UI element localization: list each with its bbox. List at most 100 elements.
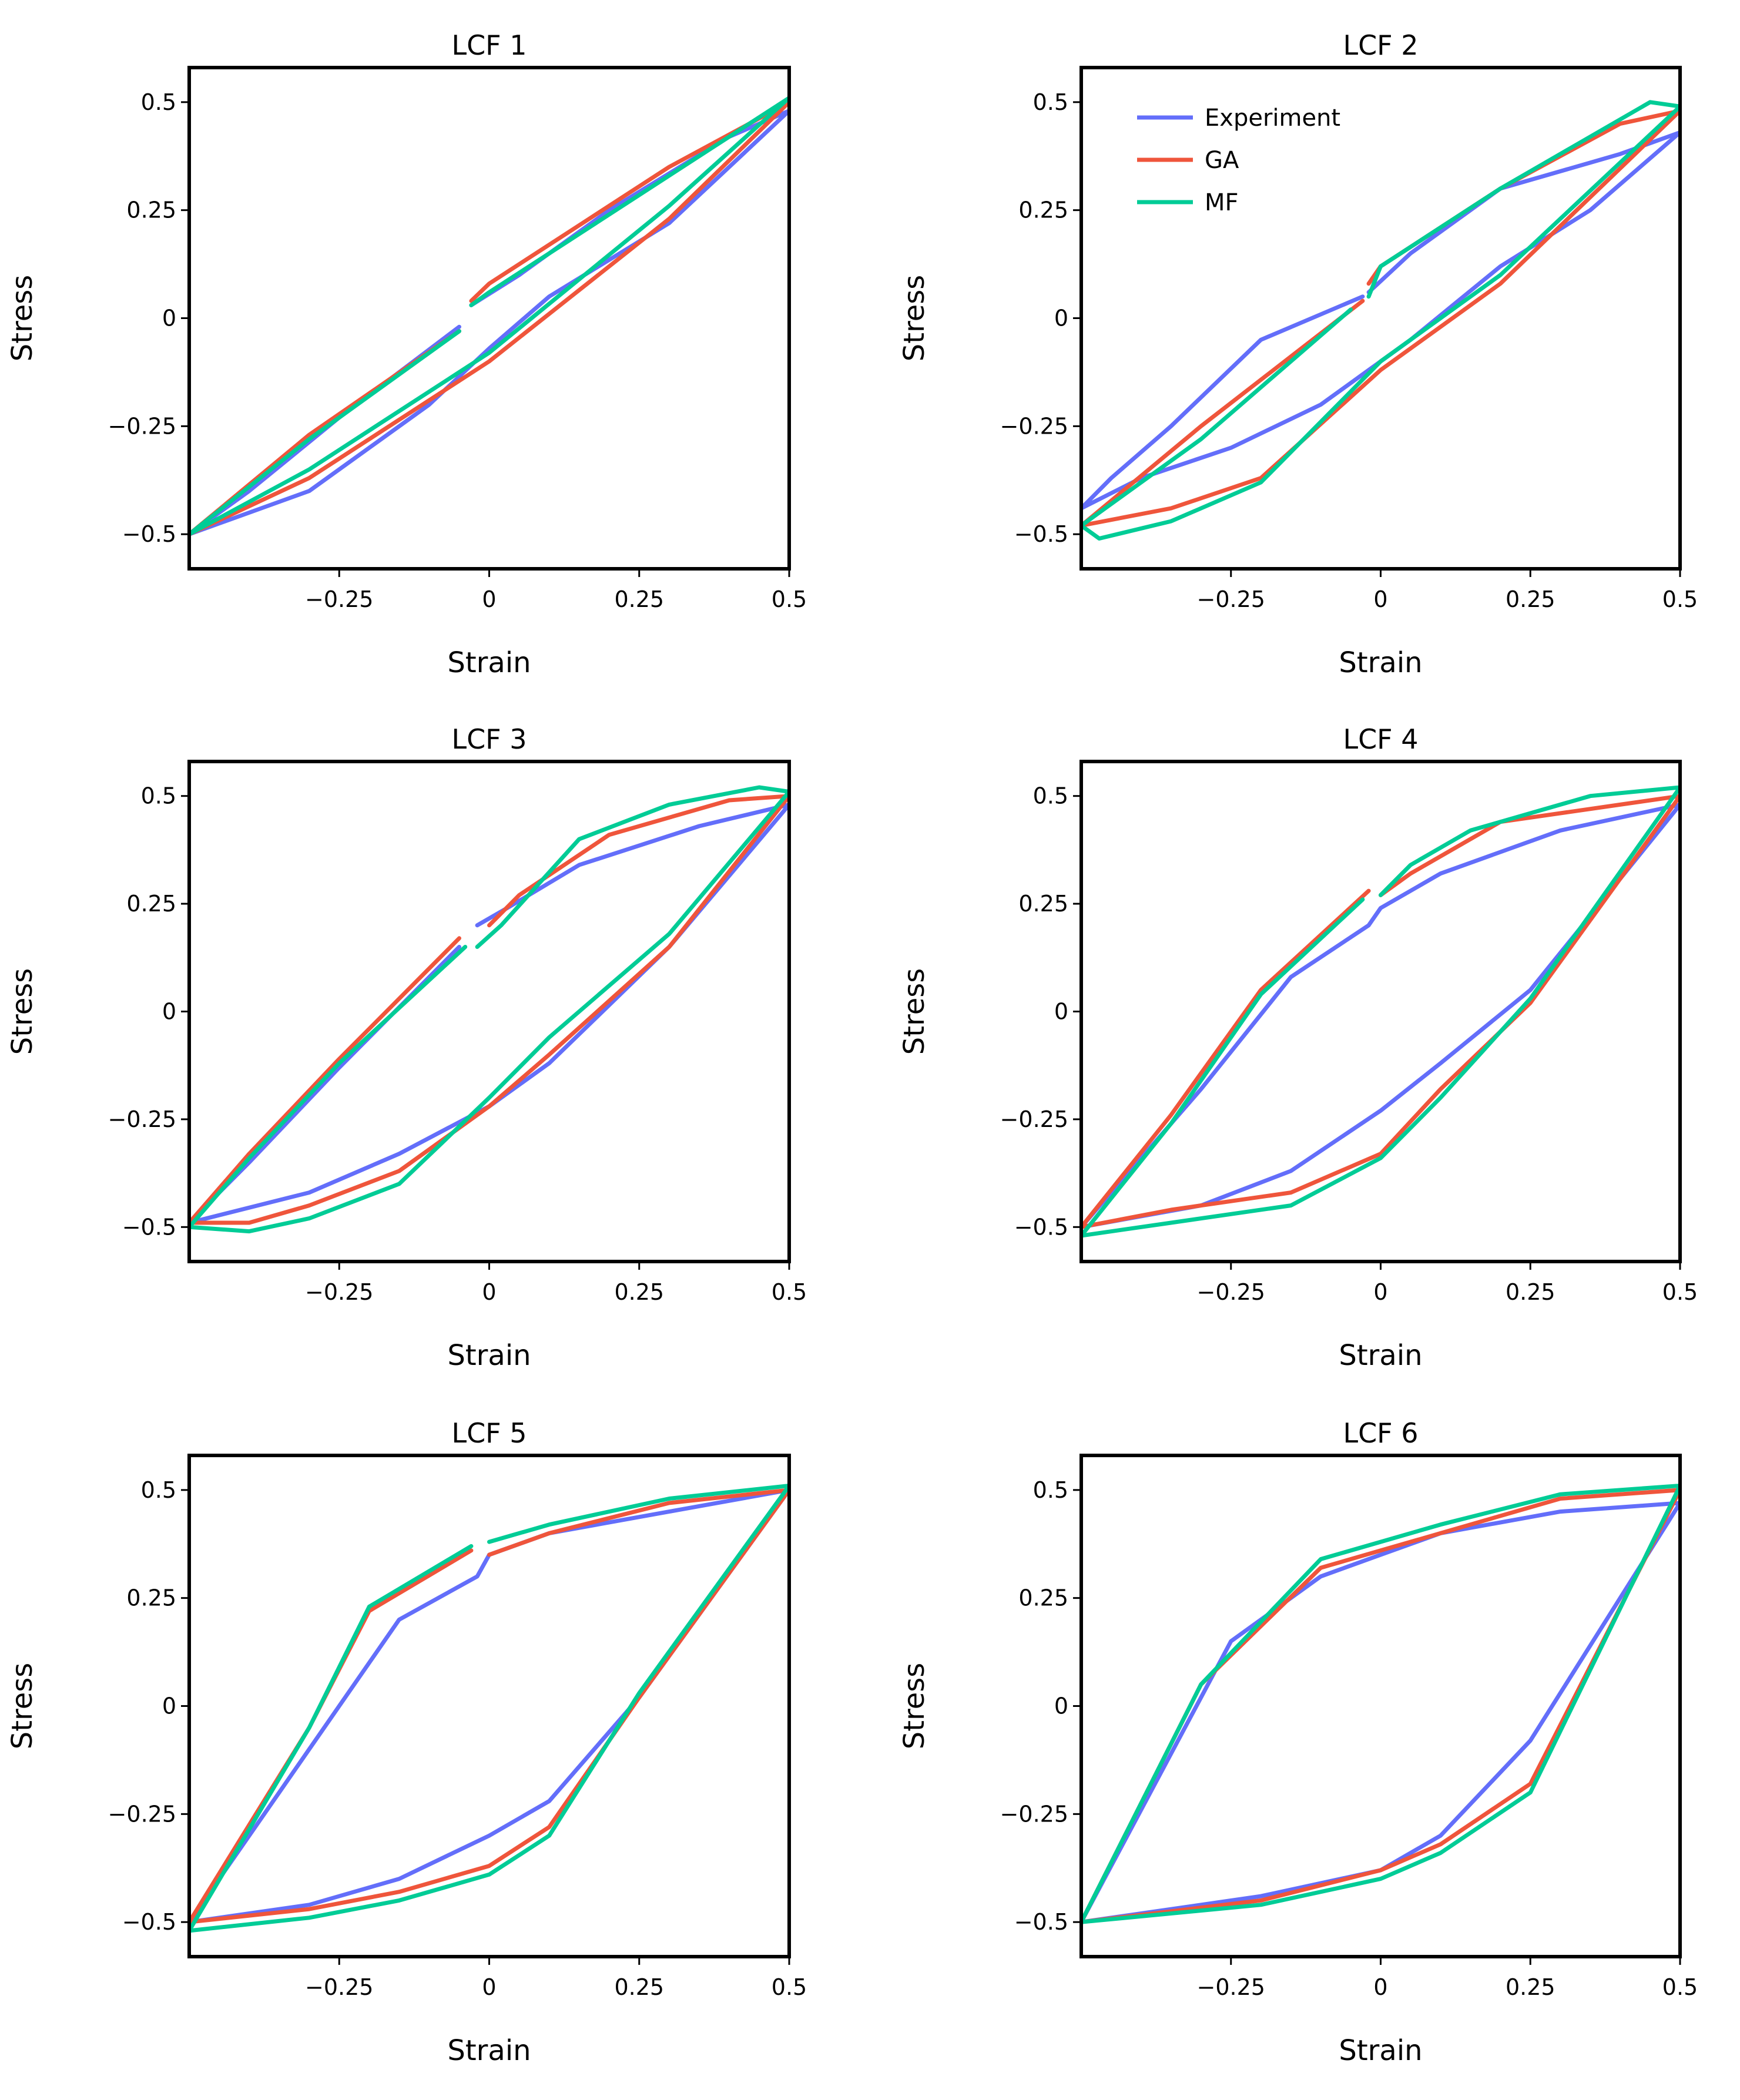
x-tick-label: 0.25	[1506, 1974, 1555, 2000]
x-axis-title: Strain	[447, 1339, 531, 1372]
y-tick-label: −0.5	[122, 1909, 176, 1935]
plot-frame	[1079, 760, 1682, 1263]
panel-title: LCF 6	[1343, 1417, 1418, 1449]
y-tick-label: 0.25	[1018, 891, 1068, 917]
y-tick-label: 0	[1054, 1693, 1068, 1719]
plot-frame	[1079, 1454, 1682, 1958]
panel-lcf-3: −0.25 0 0.25 0.5 0.5 0.25 0 −0.25 −0.5 LCF 3 Strai…	[6, 723, 807, 1372]
series-line-mf	[189, 785, 789, 1234]
panel-title: LCF 2	[1343, 29, 1418, 61]
y-tick-label: 0.25	[1018, 197, 1068, 223]
x-tick-label: −0.25	[1197, 586, 1265, 612]
y-tick-label: 0	[162, 306, 176, 331]
x-tick-label: 0.5	[772, 1279, 807, 1305]
series-line-ga	[189, 1488, 789, 1924]
y-tick-label: 0.25	[126, 1585, 176, 1611]
series-line-ga	[1081, 109, 1680, 528]
x-tick-label: 0.25	[614, 586, 664, 612]
y-tick-label: −0.25	[1000, 413, 1068, 439]
series-line-ga	[1081, 794, 1680, 1229]
y-axis-title: Stress	[898, 1663, 931, 1750]
y-tick-label: −0.5	[1014, 521, 1068, 547]
series-line-ga	[189, 100, 789, 536]
series-line-mf	[1081, 785, 1680, 1238]
y-axis-title: Stress	[6, 275, 39, 362]
panel-lcf-4: −0.25 0 0.25 0.5 0.5 0.25 0 −0.25 −0.5 LCF 4 Strai…	[898, 723, 1698, 1372]
x-tick-label: 0.25	[1506, 586, 1555, 612]
series-line-mf	[189, 1484, 789, 1933]
series-line-mf	[189, 96, 789, 536]
panel-lcf-1: −0.25 0 0.25 0.5 0.5 0.25 0 −0.25 −0.5 LCF 1 Strai…	[6, 29, 807, 679]
y-tick-label: −0.5	[1014, 1214, 1068, 1240]
y-tick-label: 0.25	[126, 197, 176, 223]
x-tick-label: 0.5	[772, 1974, 807, 2000]
x-tick-label: 0.25	[1506, 1279, 1555, 1305]
legend: Experiment GA MF	[1137, 105, 1340, 216]
y-axis-title: Stress	[6, 968, 39, 1055]
series-line-experiment	[1081, 1501, 1680, 1924]
x-tick-label: 0	[482, 1974, 496, 2000]
x-axis-title: Strain	[1339, 646, 1422, 679]
plot-frame	[187, 1454, 791, 1958]
x-tick-label: −0.25	[1197, 1974, 1265, 2000]
legend-label-experiment: Experiment	[1205, 105, 1340, 132]
y-tick-label: 0.5	[1033, 1477, 1068, 1503]
x-tick-label: 0.25	[614, 1974, 664, 2000]
y-tick-label: −0.5	[122, 521, 176, 547]
x-axis-title: Strain	[1339, 1339, 1422, 1372]
panel-lcf-2: −0.25 0 0.25 0.5 0.5 0.25 0 −0.25 −0.5 LCF 2 Strai…	[898, 29, 1698, 679]
x-tick-label: 0	[482, 1279, 496, 1305]
x-tick-label: −0.25	[305, 1279, 373, 1305]
y-tick-label: −0.25	[108, 1801, 176, 1827]
y-tick-label: 0.25	[1018, 1585, 1068, 1611]
y-tick-label: 0	[1054, 999, 1068, 1025]
x-tick-label: 0.5	[1662, 586, 1698, 612]
y-tick-label: 0	[1054, 306, 1068, 331]
x-axis-title: Strain	[447, 646, 531, 679]
x-tick-label: −0.25	[305, 1974, 373, 2000]
series-line-mf	[1081, 100, 1680, 541]
x-axis-title: Strain	[447, 2034, 531, 2067]
x-tick-label: 0.5	[1662, 1974, 1698, 2000]
y-tick-label: 0.5	[1033, 783, 1068, 809]
panel-title: LCF 4	[1343, 723, 1418, 755]
series-line-mf	[1081, 1484, 1680, 1924]
panel-title: LCF 5	[451, 1417, 527, 1449]
y-tick-label: 0.5	[141, 1477, 176, 1503]
x-tick-label: 0.5	[772, 586, 807, 612]
y-tick-label: 0.25	[126, 891, 176, 917]
plot-frame	[187, 760, 791, 1263]
x-axis-title: Strain	[1339, 2034, 1422, 2067]
y-tick-label: 0.5	[141, 89, 176, 115]
legend-label-ga: GA	[1205, 147, 1239, 174]
series-line-experiment	[1081, 130, 1680, 511]
y-tick-label: −0.25	[108, 1106, 176, 1132]
y-tick-label: 0.5	[1033, 89, 1068, 115]
y-tick-label: 0	[162, 999, 176, 1025]
x-tick-label: 0.25	[614, 1279, 664, 1305]
x-tick-label: 0	[482, 586, 496, 612]
x-tick-label: 0	[1373, 586, 1387, 612]
x-tick-label: 0	[1373, 1974, 1387, 2000]
y-tick-label: −0.25	[108, 413, 176, 439]
x-tick-label: −0.25	[1197, 1279, 1265, 1305]
y-tick-label: 0.5	[141, 783, 176, 809]
panel-lcf-5: −0.25 0 0.25 0.5 0.5 0.25 0 −0.25 −0.5 LCF 5 Strai…	[6, 1417, 807, 2067]
x-tick-label: 0	[1373, 1279, 1387, 1305]
series-line-experiment	[1081, 802, 1680, 1229]
y-axis-title: Stress	[6, 1663, 39, 1750]
x-tick-label: −0.25	[305, 586, 373, 612]
series-line-experiment	[189, 802, 789, 1225]
panel-title: LCF 1	[451, 29, 527, 61]
panel-title: LCF 3	[451, 723, 527, 755]
y-tick-label: −0.25	[1000, 1106, 1068, 1132]
y-tick-label: −0.5	[1014, 1909, 1068, 1935]
series-line-experiment	[189, 109, 789, 536]
x-tick-label: 0.5	[1662, 1279, 1698, 1305]
y-tick-label: 0	[162, 1693, 176, 1719]
y-axis-title: Stress	[898, 968, 931, 1055]
series-line-ga	[189, 794, 789, 1225]
panel-lcf-6: −0.25 0 0.25 0.5 0.5 0.25 0 −0.25 −0.5 LCF 6 Strai…	[898, 1417, 1698, 2067]
legend-label-mf: MF	[1205, 189, 1239, 216]
